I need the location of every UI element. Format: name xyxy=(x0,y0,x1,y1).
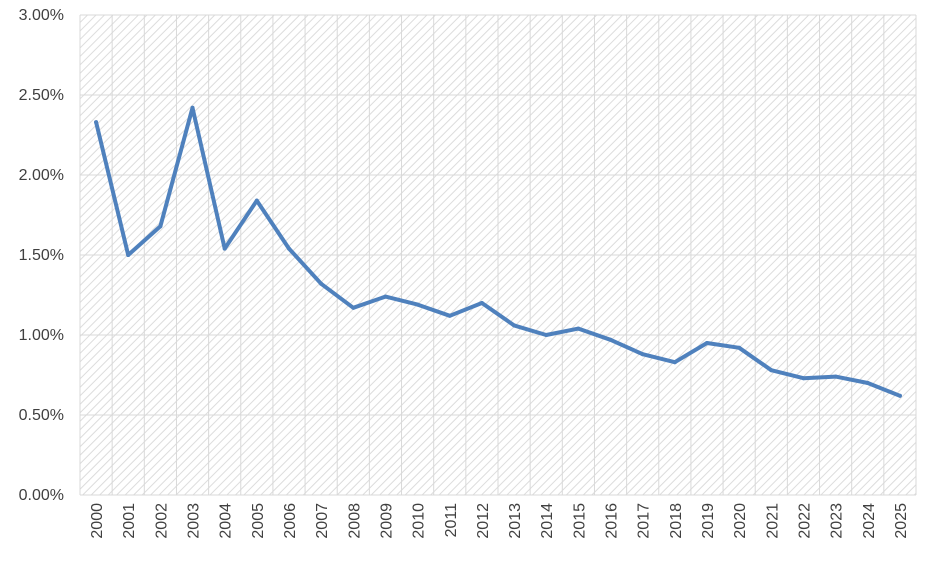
x-tick-label: 2001 xyxy=(121,503,138,539)
x-tick-label: 2004 xyxy=(218,503,235,539)
data-point xyxy=(865,381,870,385)
x-tick-label: 2019 xyxy=(700,503,717,539)
data-point xyxy=(576,326,581,331)
data-point xyxy=(801,376,806,381)
x-tick-label: 2020 xyxy=(732,503,749,539)
data-point xyxy=(608,337,613,342)
data-point xyxy=(319,281,324,286)
series-line xyxy=(94,105,902,398)
y-axis-ticks: 0.00% 0.50% 1.00% 1.50% 2.00% 2.50% 3.00% xyxy=(19,7,64,504)
data-point xyxy=(383,294,388,299)
y-tick-label: 2.50% xyxy=(19,87,64,104)
x-tick-label: 2023 xyxy=(829,503,846,539)
y-tick-label: 0.50% xyxy=(19,407,64,424)
series-layer xyxy=(94,105,902,398)
x-tick-label: 2009 xyxy=(378,503,395,539)
x-tick-label: 2021 xyxy=(764,503,781,539)
data-point xyxy=(769,368,774,373)
x-tick-label: 2022 xyxy=(796,503,813,539)
x-tick-label: 2016 xyxy=(604,503,621,539)
data-point xyxy=(512,323,517,328)
x-tick-label: 2008 xyxy=(346,503,363,539)
x-tick-label: 2003 xyxy=(186,503,203,539)
data-point xyxy=(447,313,452,318)
x-tick-label: 2025 xyxy=(893,503,910,539)
x-tick-label: 2006 xyxy=(282,503,299,539)
data-point xyxy=(897,393,902,398)
data-point xyxy=(479,301,484,305)
x-tick-label: 2010 xyxy=(411,503,428,539)
data-point xyxy=(672,360,677,365)
data-point xyxy=(190,105,195,110)
x-tick-label: 2017 xyxy=(636,503,653,539)
y-tick-label: 0.00% xyxy=(19,487,64,504)
x-tick-label: 2002 xyxy=(153,503,170,539)
y-tick-label: 1.00% xyxy=(19,327,64,344)
gridlines xyxy=(79,14,917,496)
data-point xyxy=(254,198,259,203)
data-point xyxy=(351,305,356,310)
data-point xyxy=(833,374,838,379)
y-tick-label: 2.00% xyxy=(19,167,64,184)
x-tick-label: 2005 xyxy=(250,503,267,539)
x-tick-label: 2000 xyxy=(89,503,106,539)
data-point xyxy=(158,224,163,229)
x-tick-label: 2012 xyxy=(475,503,492,539)
data-point xyxy=(737,345,742,350)
x-tick-label: 2015 xyxy=(571,503,588,539)
data-point xyxy=(705,341,709,345)
data-point xyxy=(126,253,131,257)
data-point xyxy=(415,302,420,307)
data-point xyxy=(287,246,291,251)
x-tick-label: 2011 xyxy=(443,503,460,538)
data-point xyxy=(640,352,645,357)
x-tick-label: 2013 xyxy=(507,503,524,539)
data-point xyxy=(222,246,227,251)
x-axis-ticks: 2000 2001 2002 2003 2004 2005 2006 2007 2008 2009… xyxy=(89,503,910,539)
x-tick-label: 2014 xyxy=(539,503,556,539)
data-point xyxy=(544,333,549,337)
y-tick-label: 1.50% xyxy=(19,247,64,264)
y-tick-label: 3.00% xyxy=(19,7,64,24)
x-tick-label: 2007 xyxy=(314,503,331,539)
data-point xyxy=(94,120,99,125)
x-tick-label: 2024 xyxy=(861,503,878,539)
x-tick-label: 2018 xyxy=(668,503,685,539)
